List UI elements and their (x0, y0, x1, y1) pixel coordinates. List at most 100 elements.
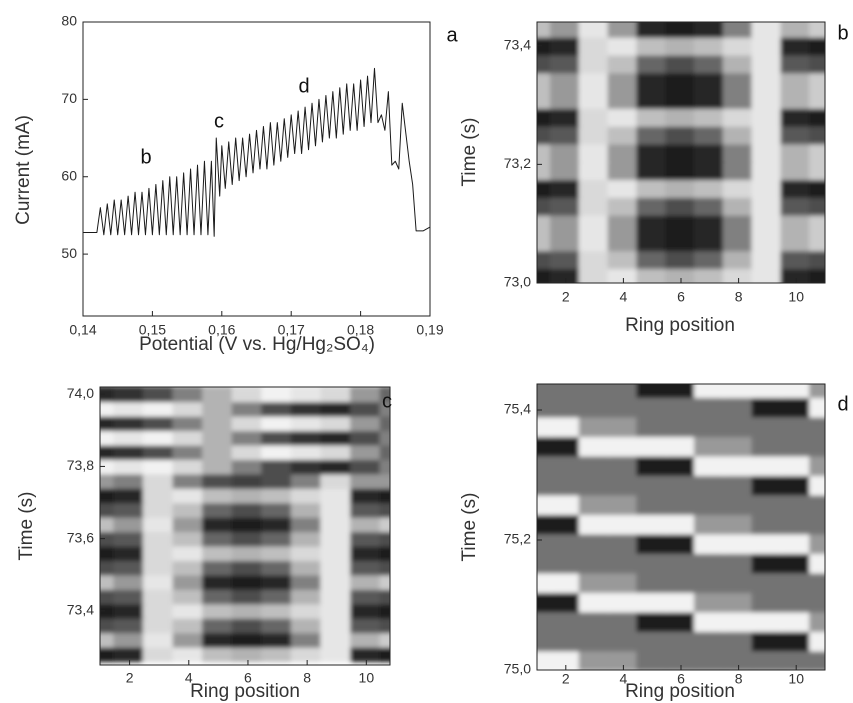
heatmap-cell (350, 602, 383, 619)
heatmap-cell (142, 545, 176, 562)
y-tick-label: 80 (61, 13, 77, 29)
y-tick-label: 75,4 (504, 401, 531, 417)
heatmap-cell (578, 532, 611, 554)
heatmap-cell (549, 178, 582, 198)
heatmap-cell (537, 384, 553, 398)
x-tick-label: 0,14 (69, 322, 96, 338)
heatmap-cell (751, 160, 784, 181)
heatmap-cell (636, 35, 669, 56)
x-tick-label: 0,15 (139, 322, 166, 338)
heatmap-cell (549, 571, 582, 593)
heatmap-cell (665, 474, 697, 496)
heatmap-cell (578, 231, 611, 252)
heatmap-cell (578, 178, 611, 198)
heatmap-cell (665, 196, 697, 216)
heatmap-cell (100, 530, 117, 547)
heatmap-cell (578, 571, 611, 593)
plot-frame (99, 386, 391, 666)
heatmap-cell (751, 213, 784, 234)
heatmap-cell (665, 160, 697, 181)
x-tick-label: 10 (359, 670, 375, 686)
heatmap-cell (537, 649, 553, 670)
heatmap-cell (350, 559, 383, 576)
heatmap-cell (665, 591, 697, 613)
heatmap-cell (379, 646, 390, 663)
x-tick-label: 8 (735, 671, 743, 687)
heatmap-cells (100, 387, 390, 663)
heatmap-cell (231, 444, 265, 460)
heatmap-cell (636, 415, 669, 437)
heatmap-cell (636, 89, 669, 109)
heatmap-cell (100, 559, 117, 576)
heatmap-cell (693, 71, 726, 92)
heatmap-cell (142, 516, 176, 533)
heatmap-cell (722, 231, 755, 252)
heatmap-cell (231, 602, 265, 619)
heatmap-cell (607, 649, 640, 670)
y-tick-label: 73,8 (67, 457, 94, 473)
heatmap-cell (809, 142, 825, 163)
heatmap-cell (320, 501, 354, 518)
heatmap-cell (202, 646, 235, 663)
heatmap-cell (578, 454, 611, 476)
heatmap-cell (693, 267, 726, 283)
heatmap-cell (607, 196, 640, 216)
heatmap-cell (722, 474, 755, 496)
heatmap-cell (636, 267, 669, 283)
heatmap-cell (379, 588, 390, 605)
heatmap-cell (290, 530, 324, 547)
heatmap-cell (172, 530, 206, 547)
heatmap-cell (693, 160, 726, 181)
heatmap-cell (636, 178, 669, 198)
heatmap-cell (537, 630, 553, 652)
heatmap-cell (320, 444, 354, 460)
heatmap-cell (261, 530, 294, 547)
heatmap-cell (231, 545, 265, 562)
heatmap-cell (780, 474, 813, 496)
heatmap-cell (809, 591, 825, 613)
heatmap-cell (379, 574, 390, 590)
heatmap-cell (665, 53, 697, 74)
heatmap-cell (100, 400, 117, 417)
heatmap-cell (693, 415, 726, 437)
heatmap-cell (379, 458, 390, 475)
heatmap-cell (809, 267, 825, 283)
heatmap-cell (722, 22, 755, 38)
heatmap-cell (607, 610, 640, 632)
heatmap-cell (537, 552, 553, 574)
heatmap-cell (607, 124, 640, 145)
heatmap-cell (537, 513, 553, 535)
heatmap-cell (172, 559, 206, 576)
heatmap-cell (549, 231, 582, 252)
heatmap-cell (751, 196, 784, 216)
annotation: c (214, 110, 224, 132)
heatmap-cell (100, 516, 117, 533)
heatmap-cell (172, 545, 206, 562)
heatmap-cell (290, 574, 324, 590)
heatmap-cell (665, 249, 697, 270)
heatmap-cell (578, 213, 611, 234)
heatmap-cell (636, 396, 669, 418)
heatmap-cell (780, 435, 813, 457)
heatmap-cell (350, 472, 383, 489)
heatmap-cell (722, 267, 755, 283)
heatmap-cell (290, 501, 324, 518)
heatmap-cell (665, 71, 697, 92)
heatmap-cell (142, 530, 176, 547)
heatmap-cell (636, 142, 669, 163)
heatmap-cell (780, 649, 813, 670)
heatmap-cell (202, 631, 235, 648)
heatmap-cell (693, 571, 726, 593)
heatmap-cell (320, 646, 354, 663)
heatmap-cell (780, 454, 813, 476)
heatmap-cell (231, 472, 265, 489)
heatmap-cell (172, 415, 206, 432)
heatmap-cell (578, 415, 611, 437)
y-tick-label: 73,0 (504, 274, 531, 290)
heatmap-cell (607, 22, 640, 38)
heatmap-cell (113, 574, 146, 590)
heatmap-cell (290, 444, 324, 460)
heatmap-cell (665, 178, 697, 198)
heatmap-cell (665, 435, 697, 457)
heatmap-cell (722, 213, 755, 234)
